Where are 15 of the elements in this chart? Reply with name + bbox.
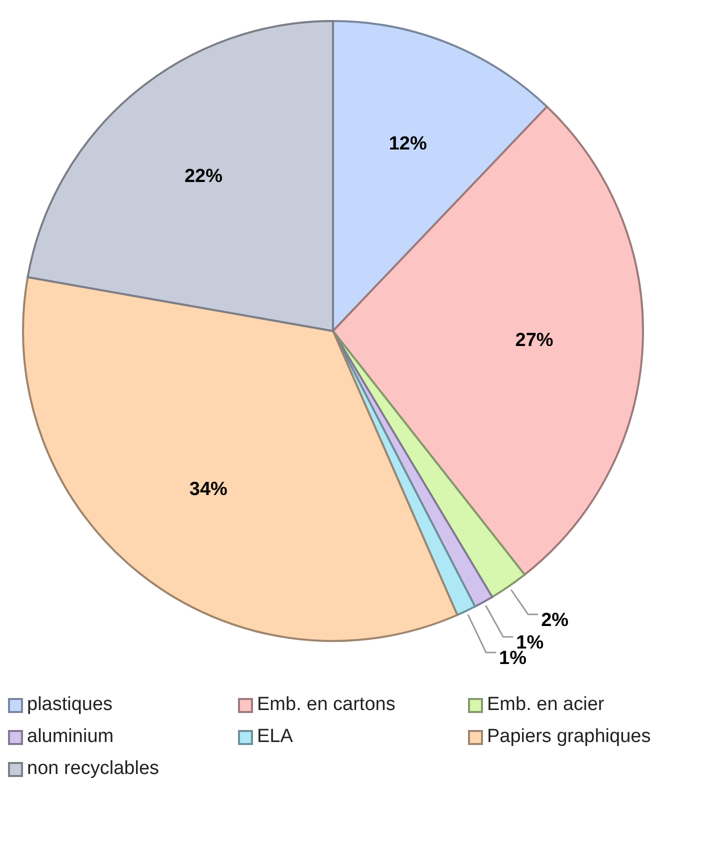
data-label: 34%	[189, 478, 228, 500]
pie-slice	[332, 106, 644, 576]
legend-label: plastiques	[27, 694, 113, 716]
legend-label: Emb. en cartons	[257, 694, 396, 716]
legend-label: Papiers graphiques	[487, 726, 651, 748]
data-label: 2%	[541, 610, 569, 631]
legend-label: aluminium	[27, 726, 114, 748]
data-label: 22%	[184, 166, 223, 188]
data-label: 27%	[515, 330, 554, 352]
pie-slice	[26, 20, 334, 332]
legend-label: non recyclables	[27, 758, 160, 780]
data-label: 12%	[388, 133, 428, 154]
pie-slice	[22, 276, 458, 642]
legend-label: ELA	[257, 726, 293, 748]
legend-label: Emb. en acier	[487, 694, 604, 716]
